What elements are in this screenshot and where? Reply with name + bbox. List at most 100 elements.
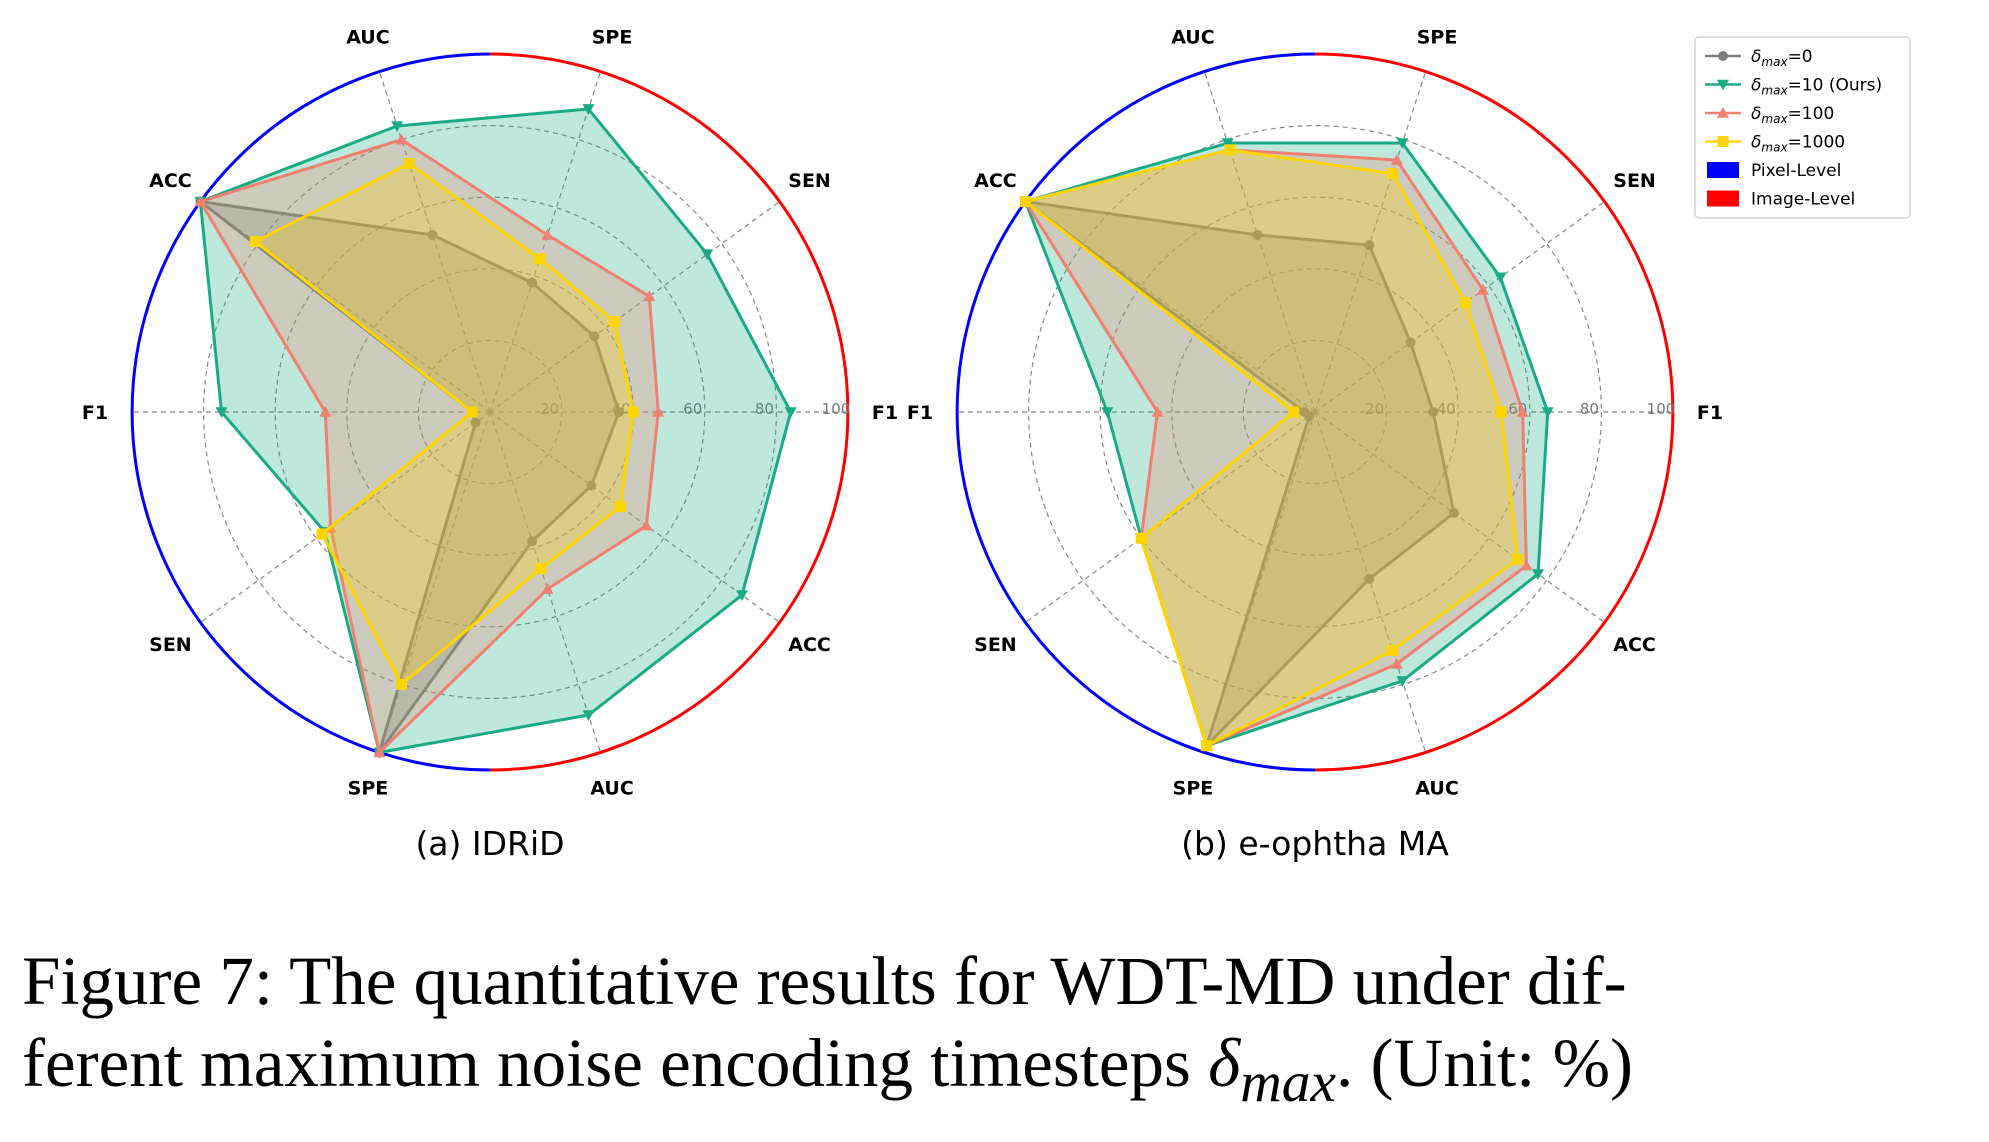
series-point	[1288, 406, 1300, 418]
series-point	[1252, 229, 1263, 240]
series-point	[541, 228, 554, 240]
legend-symbol-sub: max	[1761, 112, 1788, 126]
axis-label: AUC	[1415, 778, 1459, 800]
grid-circle	[203, 125, 777, 699]
caption-line-2: ferent maximum noise encoding timesteps …	[22, 1022, 1972, 1124]
radial-tick-label: 80	[755, 400, 774, 418]
series-point	[1304, 411, 1315, 422]
axis-label: SEN	[974, 634, 1017, 656]
grid-spoke	[489, 71, 602, 413]
grid-spoke	[1314, 201, 1605, 413]
legend-suffix: =1000	[1788, 133, 1846, 153]
legend-symbol: δ	[1751, 76, 1761, 96]
grid-spoke	[378, 411, 491, 753]
series-point	[609, 316, 621, 328]
series-point	[316, 528, 328, 540]
grid-spoke	[1025, 411, 1316, 623]
legend-label: δmax=0	[1751, 47, 1813, 69]
series-point	[1221, 138, 1234, 150]
series-point	[1390, 154, 1403, 165]
legend-label: δmax=100	[1751, 104, 1834, 126]
series-point	[249, 236, 261, 248]
grid-spoke	[489, 201, 780, 413]
radial-tick-label: 20	[1365, 400, 1384, 418]
axis-label: SPE	[1417, 26, 1458, 48]
legend-symbol: δ	[1751, 104, 1761, 124]
caption-symbol-sub: max	[1240, 1050, 1337, 1114]
series-point	[1135, 532, 1147, 544]
axis-label: SEN	[1613, 170, 1656, 192]
legend-symbol-sub: max	[1761, 55, 1788, 69]
radar-chart-idrid: 20406080100AUCACCF1SENSPEAUCACCF1SENSPE(…	[82, 26, 898, 863]
series-point	[1364, 240, 1375, 251]
series-point	[1541, 407, 1554, 418]
legend-marker	[1717, 107, 1729, 118]
grid-spoke	[200, 411, 491, 623]
grid-spoke	[489, 411, 780, 623]
pixel-level-ring	[130, 52, 491, 772]
axis-label: ACC	[974, 170, 1017, 192]
series-point	[1460, 297, 1472, 309]
image-level-ring	[1314, 52, 1675, 772]
series-point	[1386, 168, 1398, 180]
series-point	[582, 104, 595, 115]
radial-tick-label: 20	[540, 400, 559, 418]
legend-label: δmax=10 (Ours)	[1751, 76, 1882, 98]
series-point	[1364, 573, 1375, 584]
grid-spoke	[200, 201, 491, 413]
axis-label: F1	[907, 402, 933, 424]
series-point	[1019, 196, 1031, 208]
axis-label: F1	[1697, 402, 1723, 424]
series-point	[403, 157, 415, 169]
series-point	[427, 229, 438, 240]
axis-label: F1	[82, 402, 108, 424]
series-point	[784, 407, 797, 418]
legend-label: δmax=1000	[1751, 133, 1845, 155]
legend-symbol-sub: max	[1761, 84, 1788, 98]
legend-symbol-sub: max	[1761, 141, 1788, 155]
series-point	[614, 501, 626, 513]
series-point	[527, 277, 538, 288]
series-point	[652, 406, 665, 417]
radial-tick-label: 60	[683, 400, 702, 418]
radial-tick-label: 80	[1580, 400, 1599, 418]
series-point	[541, 583, 554, 594]
series-point	[466, 406, 478, 418]
grid-spoke	[1314, 411, 1605, 623]
axis-label: ACC	[788, 634, 831, 656]
series-point	[1516, 406, 1529, 417]
series-point	[586, 480, 597, 491]
axis-label: F1	[872, 402, 898, 424]
series-point	[1495, 406, 1507, 418]
series-point	[1224, 144, 1236, 156]
axis-label: SPE	[348, 778, 389, 800]
series-point	[701, 249, 714, 261]
series-point	[1476, 283, 1489, 295]
caption-symbol: δ	[1208, 1025, 1241, 1101]
legend-patch	[1707, 162, 1739, 178]
series-point	[319, 406, 332, 417]
series-point	[1449, 508, 1460, 519]
legend-suffix: =100	[1788, 104, 1835, 124]
series-point	[640, 519, 653, 531]
legend-label: Image-Level	[1751, 190, 1855, 210]
series-point	[1396, 676, 1409, 687]
legend-marker	[1717, 136, 1729, 147]
chart-subtitle: (b) e-ophtha MA	[1181, 824, 1449, 863]
series-point	[582, 710, 595, 722]
legend-patch	[1707, 190, 1739, 207]
series-point	[1405, 337, 1416, 348]
series-point	[1494, 272, 1507, 284]
legend-symbol: δ	[1751, 47, 1761, 67]
series-point	[527, 536, 538, 547]
grid-spoke	[1314, 71, 1427, 413]
series-point	[373, 746, 386, 758]
axis-label: AUC	[1171, 26, 1215, 48]
grid-spoke	[489, 411, 602, 753]
grid-circle	[417, 339, 563, 485]
image-level-ring	[489, 52, 850, 772]
legend-suffix: =0	[1788, 47, 1813, 67]
series-point	[613, 407, 624, 417]
